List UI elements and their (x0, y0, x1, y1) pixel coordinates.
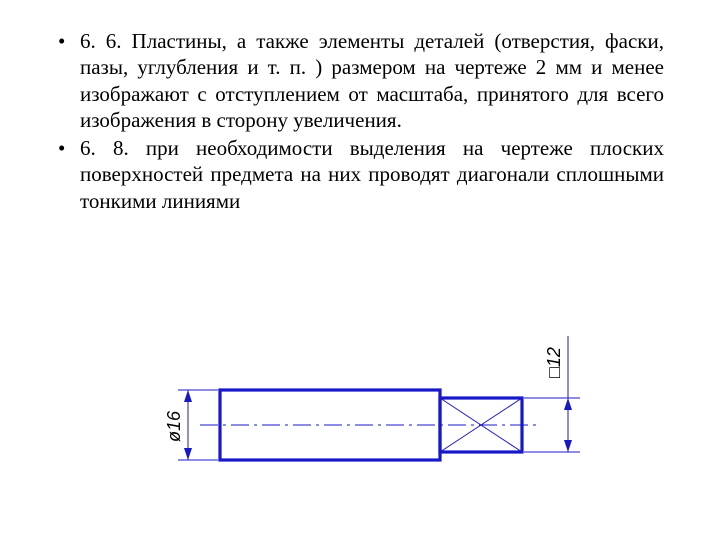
list-item-6-8: 6. 8. при необходимости выделения на чер… (56, 135, 664, 214)
bullet-list: 6. 6. Пластины, а также элементы деталей… (56, 28, 664, 214)
drawing-svg: ø16 □12 (130, 330, 630, 510)
list-item-6-6: 6. 6. Пластины, а также элементы деталей… (56, 28, 664, 133)
arrow-right-top (564, 398, 572, 410)
page: 6. 6. Пластины, а также элементы деталей… (0, 0, 720, 540)
dim-label-diameter: ø16 (164, 410, 184, 442)
arrow-left-bot (184, 448, 192, 460)
arrow-right-bot (564, 440, 572, 452)
dim-label-square: □12 (544, 347, 564, 378)
arrow-left-top (184, 390, 192, 402)
technical-drawing: ø16 □12 (130, 330, 630, 510)
